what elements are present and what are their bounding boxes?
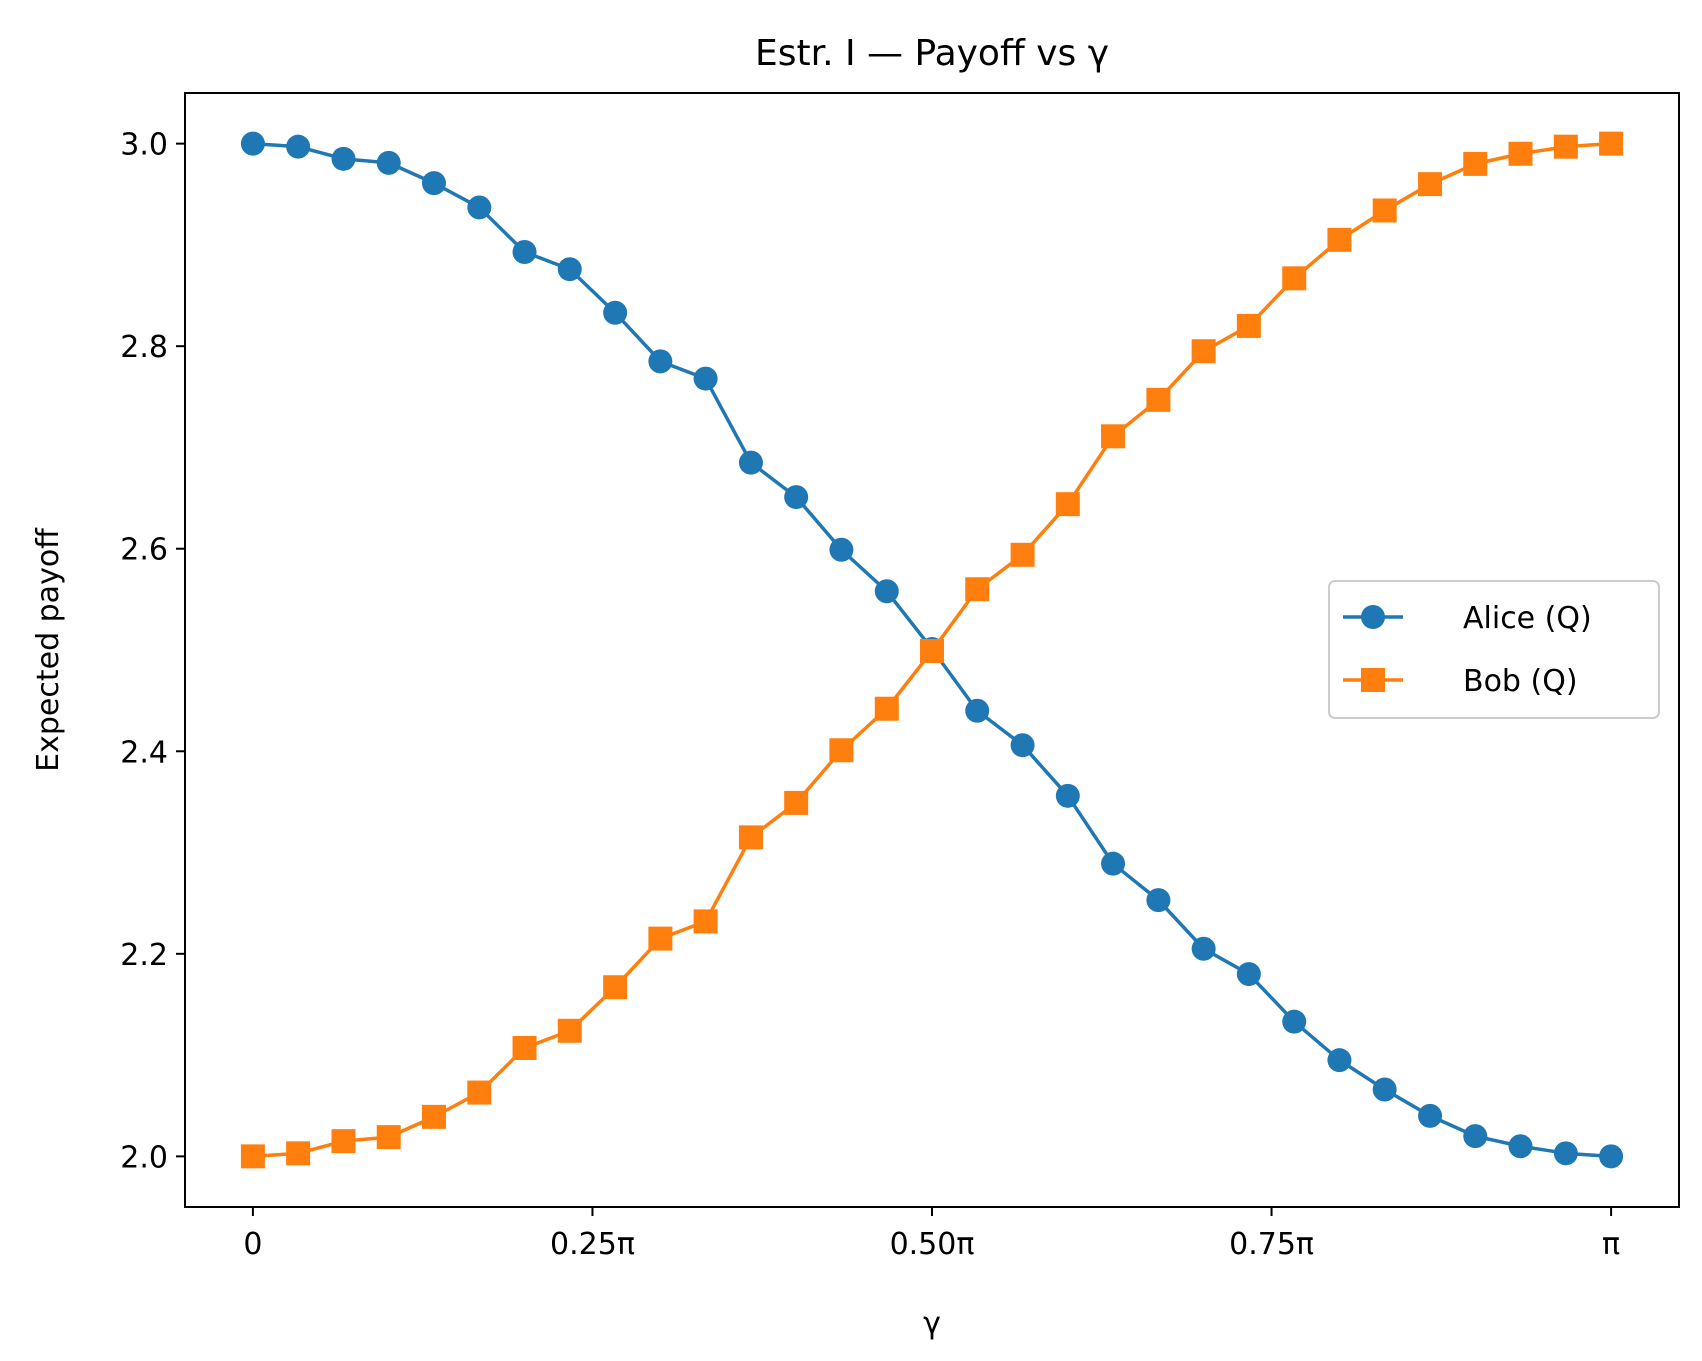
legend-item: Alice (Q): [1343, 601, 1592, 636]
data-point: [603, 975, 628, 1000]
data-point: [1553, 134, 1578, 159]
data-point: [829, 537, 854, 562]
series-layer: [240, 131, 1624, 1169]
x-tick-label: 0: [243, 1227, 262, 1262]
legend-marker: [1361, 605, 1385, 629]
y-tick-label: 2.6: [120, 533, 168, 568]
data-point: [784, 790, 809, 815]
data-point: [1372, 1077, 1397, 1102]
data-point: [1146, 387, 1171, 412]
series-bob: [240, 131, 1624, 1169]
data-point: [240, 131, 265, 156]
data-point: [1055, 492, 1080, 517]
data-point: [512, 1036, 537, 1061]
data-point: [1327, 1048, 1352, 1073]
data-point: [603, 300, 628, 325]
data-point: [1191, 936, 1216, 961]
data-point: [693, 909, 718, 934]
y-tick-label: 2.8: [120, 330, 168, 365]
data-point: [1191, 339, 1216, 364]
data-point: [965, 577, 990, 602]
data-point: [738, 450, 763, 475]
data-point: [286, 134, 311, 159]
data-point: [1599, 1144, 1624, 1169]
data-point: [1010, 542, 1035, 567]
data-point: [467, 1080, 492, 1105]
legend-label: Bob (Q): [1463, 664, 1578, 699]
y-tick-label: 2.0: [120, 1140, 168, 1175]
data-point: [1463, 151, 1488, 176]
data-point: [1101, 851, 1126, 876]
y-tick-label: 2.2: [120, 938, 168, 973]
legend-box: [1328, 580, 1660, 719]
data-point: [874, 579, 899, 604]
y-tick-label: 2.4: [120, 735, 168, 770]
x-axis-title: γ: [923, 1306, 941, 1341]
data-point: [1101, 424, 1126, 449]
data-point: [1418, 172, 1443, 197]
chart-title: Estr. I — Payoff vs γ: [755, 33, 1109, 74]
data-point: [286, 1141, 311, 1166]
data-point: [1010, 733, 1035, 758]
data-point: [1508, 1134, 1533, 1159]
data-point: [1282, 266, 1307, 291]
data-point: [1599, 131, 1624, 156]
data-point: [1327, 227, 1352, 252]
legend-marker: [1361, 668, 1385, 692]
data-point: [376, 150, 401, 175]
x-tick-label: π: [1602, 1227, 1620, 1262]
data-point: [1055, 783, 1080, 808]
y-axis-ticks: 2.0 2.2 2.4 2.6 2.8 3.0: [120, 128, 185, 1175]
data-point: [965, 698, 990, 723]
data-point: [1418, 1103, 1443, 1128]
data-point: [512, 239, 537, 264]
data-point: [1236, 962, 1261, 987]
data-point: [376, 1125, 401, 1150]
x-tick-label: 0.25π: [550, 1227, 635, 1262]
plot-frame: [184, 92, 1680, 1208]
y-axis-title: Expected payoff: [31, 527, 66, 772]
data-point: [557, 1018, 582, 1043]
data-point: [829, 738, 854, 763]
data-point: [1146, 888, 1171, 913]
data-point: [331, 1129, 356, 1154]
data-point: [557, 257, 582, 282]
data-point: [648, 926, 673, 951]
data-point: [738, 825, 763, 850]
y-tick-label: 3.0: [120, 128, 168, 163]
data-point: [467, 195, 492, 220]
data-point: [1372, 198, 1397, 223]
data-point: [421, 171, 446, 196]
legend-label: Alice (Q): [1463, 601, 1592, 636]
legend: Alice (Q) Bob (Q): [1328, 580, 1660, 719]
data-point: [874, 696, 899, 721]
data-point: [1508, 141, 1533, 166]
data-point: [1553, 1141, 1578, 1166]
x-tick-label: 0.50π: [890, 1227, 975, 1262]
data-point: [1282, 1009, 1307, 1034]
x-tick-label: 0.75π: [1229, 1227, 1314, 1262]
data-point: [1236, 313, 1261, 338]
data-point: [648, 349, 673, 374]
data-point: [331, 146, 356, 171]
x-axis-ticks: 0 0.25π 0.50π 0.75π π: [243, 1207, 1620, 1262]
legend-item: Bob (Q): [1343, 664, 1578, 699]
data-point: [693, 366, 718, 391]
data-point: [1463, 1124, 1488, 1149]
data-point: [421, 1104, 446, 1129]
data-point: [784, 485, 809, 510]
data-point: [920, 639, 944, 664]
data-point: [240, 1144, 265, 1169]
